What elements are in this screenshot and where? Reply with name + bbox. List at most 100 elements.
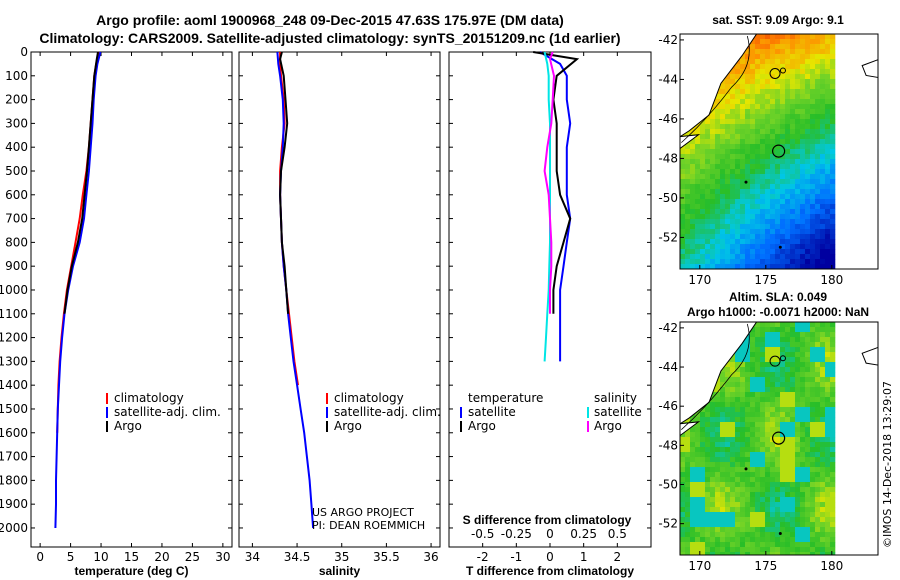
map-cell [775,79,781,85]
map-cell [815,527,821,533]
map-cell [765,392,771,398]
series-line-temperature-argo [533,51,580,314]
secondary-x-tick-label: 0 [546,527,554,541]
map-cell [715,124,721,130]
map-cell [755,542,761,548]
map-cell [705,402,711,408]
map-cell [710,164,716,170]
map-cell [715,99,721,105]
map-cell [785,502,791,508]
map-cell [795,322,801,328]
map-cell [730,214,736,220]
map-cell [810,229,816,235]
map-cell [820,99,826,105]
map-cell [695,537,701,543]
x-tick-label: 0 [36,550,44,564]
map-cell [825,472,831,478]
map-cell [755,447,761,453]
map-cell [800,54,806,60]
map-cell [735,134,741,140]
map-cell [790,44,796,50]
map-cell [750,124,756,130]
map-cell [810,377,816,383]
map-cell [830,94,836,100]
map-cell [830,59,836,65]
x-tick-label: 30 [215,550,230,564]
map-cell [800,94,806,100]
map-cell [735,169,741,175]
map-cell [765,69,771,75]
map-cell [710,244,716,250]
map-cell [740,214,746,220]
map-cell [790,239,796,245]
map-cell [700,139,706,145]
map-cell [805,89,811,95]
map-cell [760,347,766,353]
map-cell [690,452,696,458]
map-cell [750,84,756,90]
map-cell [795,164,801,170]
map-cell [830,432,836,438]
map-cell [765,412,771,418]
map-cell [810,507,816,513]
map-cell [825,552,831,555]
map-cell [770,387,776,393]
map-cell [750,69,756,75]
map-cell [775,422,781,428]
map-cell [770,259,776,265]
map-cell [785,437,791,443]
map-cell [745,337,751,343]
map-cell [770,472,776,478]
map-cell [775,239,781,245]
map-cell [810,502,816,508]
map-cell [740,367,746,373]
map-cell [760,447,766,453]
map-cell [815,64,821,70]
map-cell [730,74,736,80]
map-cell [795,457,801,463]
map-cell [775,402,781,408]
x-tick-label: 20 [154,550,169,564]
map-cell [690,139,696,145]
map-cell [735,109,741,115]
map-cell [680,467,686,473]
map-cell [785,89,791,95]
map-cell [710,239,716,245]
map-cell [695,457,701,463]
map-cell [820,367,826,373]
map-cell [830,532,836,538]
map-cell [775,139,781,145]
map-cell [805,332,811,338]
map-cell [755,417,761,423]
map-cell [780,214,786,220]
map-cell [830,49,836,55]
map-cell [800,437,806,443]
map-cell [690,254,696,260]
map-cell [715,402,721,408]
map-cell [720,452,726,458]
map-cell [685,447,691,453]
map-cell [705,472,711,478]
map-cell [740,179,746,185]
map-cell [810,49,816,55]
map-cell [785,249,791,255]
map-cell [800,219,806,225]
pressure-tick-label: 2000 [0,521,28,535]
map-cell [730,462,736,468]
map-cell [800,149,806,155]
map-cell [685,472,691,478]
map-cell [765,497,771,503]
x-tick-label: 34 [245,550,260,564]
map-cell [740,472,746,478]
map-cell [830,229,836,235]
map-cell [770,169,776,175]
map-cell [815,134,821,140]
pressure-tick-label: 1500 [0,402,28,416]
map-cell [710,259,716,265]
map-cell [830,367,836,373]
map-cell [720,372,726,378]
map-cell [830,387,836,393]
map-cell [780,462,786,468]
map-cell [830,522,836,528]
map-cell [810,54,816,60]
